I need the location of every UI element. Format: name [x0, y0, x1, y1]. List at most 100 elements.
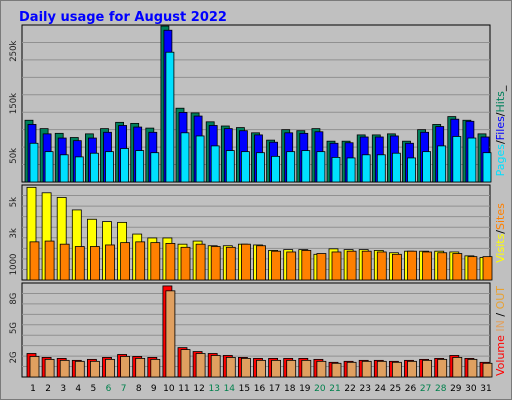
x-tick-label: 30 [465, 384, 477, 394]
in-bar [407, 360, 417, 378]
pages-bar [210, 145, 220, 183]
in-bar [346, 361, 357, 378]
y-tick-label: 1000 [9, 254, 19, 276]
sites-bar [331, 251, 342, 281]
pages-bar [452, 136, 462, 183]
sites-bar [452, 253, 463, 281]
pages-bar [316, 151, 326, 183]
x-tick-label: 1 [30, 384, 36, 394]
pages-bar [105, 151, 114, 183]
y-tick-label: 2G [9, 351, 19, 363]
x-tick-label: 18 [284, 384, 296, 394]
legend-entry: OUT [494, 286, 507, 310]
pages-bar [195, 135, 205, 183]
x-tick-label: 5 [91, 384, 97, 394]
pages-bar [271, 155, 281, 183]
x-tick-label: 14 [224, 384, 236, 394]
x-tick-label: 7 [121, 384, 127, 394]
pages-bar [407, 157, 416, 183]
in-bar [391, 361, 402, 378]
x-tick-label: 28 [435, 384, 447, 394]
in-bar [467, 358, 478, 378]
sites-bar [59, 243, 70, 281]
panel-middle: 5k 3k 1000 [9, 184, 493, 281]
x-tick-label: 25 [390, 384, 401, 394]
sites-bar [407, 250, 417, 281]
in-bar [90, 360, 100, 378]
legend-entry: IN [494, 320, 507, 331]
pages-bar [135, 150, 145, 183]
x-tick-label: 19 [299, 384, 311, 394]
in-bar [256, 359, 266, 378]
in-bar [422, 359, 433, 378]
sites-bar [422, 251, 433, 281]
sites-bar [346, 250, 357, 281]
sites-bar [120, 242, 130, 281]
x-tick-label: 16 [254, 384, 266, 394]
x-tick-label: 4 [75, 384, 81, 394]
pages-bar [225, 150, 235, 183]
sites-bar [376, 251, 387, 281]
x-tick-label: 10 [163, 384, 175, 394]
in-bar [331, 362, 342, 378]
sites-bar [150, 242, 161, 281]
in-bar [59, 359, 70, 378]
x-tick-label: 24 [375, 384, 387, 394]
sites-bar [135, 241, 146, 281]
pages-bar [437, 145, 447, 183]
legend-entry: / [494, 112, 507, 116]
sites-bar [286, 251, 297, 281]
x-tick-label: 31 [480, 384, 491, 394]
y-tick-label: 3k [9, 228, 19, 238]
in-bar [105, 358, 115, 378]
pages-bar [90, 152, 99, 183]
pages-bar [180, 132, 190, 183]
pages-bar [346, 157, 356, 183]
x-tick-label: 21 [329, 384, 340, 394]
pages-bar [467, 137, 477, 183]
legend-entry: Pages [494, 144, 507, 177]
chart-title: Daily usage for August 2022 [19, 10, 227, 25]
pages-bar [29, 142, 39, 183]
legend-entry: _ [494, 85, 507, 92]
pages-bar [120, 148, 129, 183]
x-tick-label: 22 [344, 384, 355, 394]
in-bar [225, 357, 236, 378]
in-bar [361, 360, 372, 378]
sites-bar [240, 243, 251, 281]
pages-bar [256, 152, 265, 183]
in-bar [74, 360, 85, 378]
in-bar [376, 360, 387, 378]
sites-bar [437, 252, 448, 281]
in-bar [452, 357, 463, 378]
pages-bar [482, 152, 492, 183]
pages-bar [150, 152, 160, 183]
legend-bottom: Volume IN / OUT [494, 286, 507, 376]
sites-bar [361, 250, 372, 281]
x-tick-label: 13 [208, 384, 219, 394]
x-tick-label: 11 [178, 384, 189, 394]
y-tick-label: 250k [9, 41, 19, 62]
in-bar [180, 349, 191, 378]
x-tick-label: 29 [450, 384, 462, 394]
sites-bar [482, 256, 493, 281]
sites-bar [180, 246, 191, 281]
legend-entry: Hits [494, 91, 507, 113]
pages-bar [59, 154, 69, 183]
in-bar [316, 360, 327, 378]
x-tick-label: 17 [269, 384, 280, 394]
x-tick-label: 6 [106, 384, 112, 394]
in-bar [165, 290, 176, 378]
sites-bar [467, 256, 478, 281]
pages-bar [301, 150, 311, 183]
pages-bar [376, 154, 386, 183]
pages-bar [74, 156, 84, 183]
legend-middle: Visits/Sites [494, 203, 507, 263]
sites-bar [225, 246, 236, 281]
sites-bar [90, 246, 100, 281]
pages-bar [240, 151, 250, 183]
sites-bar [44, 240, 55, 281]
panel-bottom: 8G 5G 2G [9, 282, 493, 378]
